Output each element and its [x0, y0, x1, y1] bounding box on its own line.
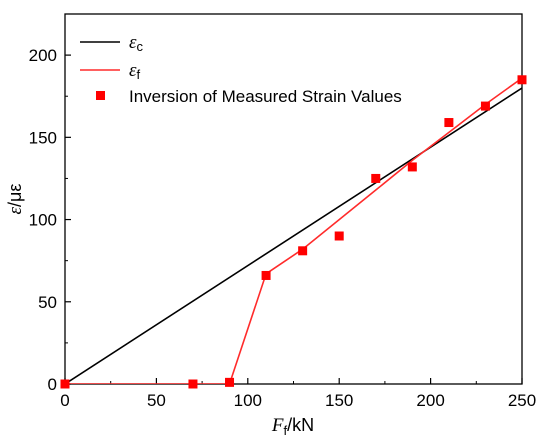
- x-axis-title-unit: /kN: [287, 415, 314, 435]
- legend-label-ef-main: ε: [129, 60, 137, 81]
- x-tick-label-4: 200: [416, 391, 444, 410]
- marker-layer: [60, 75, 527, 389]
- scatter-point-4: [298, 246, 308, 256]
- y-axis-title-main: ε: [5, 206, 26, 214]
- legend-marker-measured: [96, 91, 105, 100]
- scatter-point-1: [188, 379, 198, 389]
- legend-label-ef-sub: f: [137, 67, 141, 82]
- scatter-point-9: [480, 101, 490, 111]
- y-tick-label-2: 100: [29, 211, 57, 230]
- y-axis-title: ε/με: [5, 184, 26, 215]
- legend-label-ef: εf: [129, 60, 141, 82]
- x-axis-title-main: F: [271, 415, 284, 436]
- axis-ticks: 0 50 100 150 200 250 0 50 100 150 200: [29, 46, 537, 410]
- x-tick-label-2: 100: [234, 391, 262, 410]
- x-tick-label-0: 0: [60, 391, 69, 410]
- legend-label-ec: εc: [129, 32, 144, 54]
- x-tick-label-1: 50: [147, 391, 166, 410]
- series-layer: [65, 77, 522, 384]
- y-axis-title-unit: /με: [5, 184, 25, 207]
- legend-label-ec-main: ε: [129, 32, 137, 53]
- y-tick-label-4: 200: [29, 46, 57, 65]
- series-line-0: [65, 87, 522, 384]
- y-tick-label-0: 0: [48, 375, 57, 394]
- y-tick-label-1: 50: [38, 293, 57, 312]
- legend-label-measured: Inversion of Measured Strain Values: [129, 87, 402, 106]
- scatter-point-8: [444, 118, 454, 128]
- scatter-point-0: [60, 379, 70, 389]
- legend-label-ec-sub: c: [137, 39, 144, 54]
- scatter-point-10: [517, 75, 527, 85]
- x-axis-title-sub: f: [283, 423, 287, 438]
- y-tick-label-3: 150: [29, 128, 57, 147]
- legend: εc εf Inversion of Measured Strain Value…: [80, 32, 402, 106]
- series-line-1: [65, 77, 522, 384]
- x-tick-label-3: 150: [325, 391, 353, 410]
- scatter-point-3: [261, 270, 271, 280]
- scatter-point-2: [225, 377, 235, 387]
- scatter-point-7: [407, 162, 417, 172]
- scatter-point-5: [334, 231, 344, 241]
- x-tick-label-5: 250: [508, 391, 536, 410]
- scatter-point-6: [371, 173, 381, 183]
- x-axis-title: Ff/kN: [271, 415, 314, 438]
